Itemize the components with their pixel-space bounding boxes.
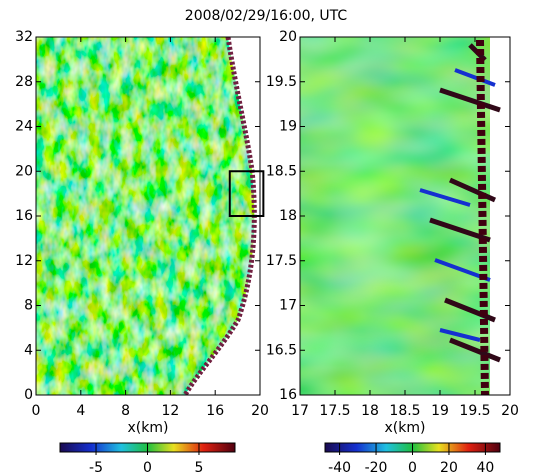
x-tick-label: 8 xyxy=(121,403,130,419)
zoom-box xyxy=(228,170,265,217)
y-tick-label: 24 xyxy=(15,119,33,135)
y-tick-label: 16 xyxy=(15,208,33,224)
colorbar-tick-label: 40 xyxy=(477,460,495,476)
y-tick-label: 20 xyxy=(279,29,297,45)
y-tick-label: 28 xyxy=(15,74,33,90)
y-tick-label: 4 xyxy=(24,342,33,358)
y-tick-label: 16.5 xyxy=(266,342,297,358)
figure-title: 2008/02/29/16:00, UTC xyxy=(185,8,348,24)
y-tick-label: 8 xyxy=(24,298,33,314)
x-tick-label: 20 xyxy=(251,403,269,419)
x-tick-label: 20 xyxy=(501,403,519,419)
x-tick-label: 19.5 xyxy=(459,403,490,419)
x-tick-label: 17 xyxy=(291,403,309,419)
colorbar-tick-label: 0 xyxy=(143,460,152,476)
colorbar-tick-label: -5 xyxy=(89,460,103,476)
y-tick-label: 17 xyxy=(279,298,297,314)
y-tick-label: 32 xyxy=(15,29,33,45)
colorbar-tick-label: -20 xyxy=(365,460,388,476)
colorbar-tick-label: -40 xyxy=(328,460,351,476)
x-axis-label: x(km) xyxy=(128,420,169,436)
field-image-left xyxy=(36,37,260,395)
x-tick-label: 19 xyxy=(431,403,449,419)
y-tick-label: 20 xyxy=(15,163,33,179)
y-tick-label: 19 xyxy=(279,119,297,135)
y-tick-label: 18.5 xyxy=(266,163,297,179)
x-tick-label: 18.5 xyxy=(389,403,420,419)
x-tick-label: 4 xyxy=(76,403,85,419)
y-tick-label: 12 xyxy=(15,253,33,269)
colorbar-tick-label: 20 xyxy=(440,460,458,476)
colorbar-tick-label: 5 xyxy=(195,460,204,476)
x-tick-label: 12 xyxy=(161,403,179,419)
y-tick-label: 17.5 xyxy=(266,253,297,269)
y-tick-label: 0 xyxy=(24,387,33,403)
x-tick-label: 16 xyxy=(206,403,224,419)
field-image-right xyxy=(300,37,510,395)
y-tick-label: 18 xyxy=(279,208,297,224)
y-tick-label: 16 xyxy=(279,387,297,403)
colorbar-tick-label: 0 xyxy=(408,460,417,476)
x-tick-label: 0 xyxy=(32,403,41,419)
x-axis-label: x(km) xyxy=(385,420,426,436)
x-tick-label: 17.5 xyxy=(319,403,350,419)
y-tick-label: 19.5 xyxy=(266,74,297,90)
x-tick-label: 18 xyxy=(361,403,379,419)
